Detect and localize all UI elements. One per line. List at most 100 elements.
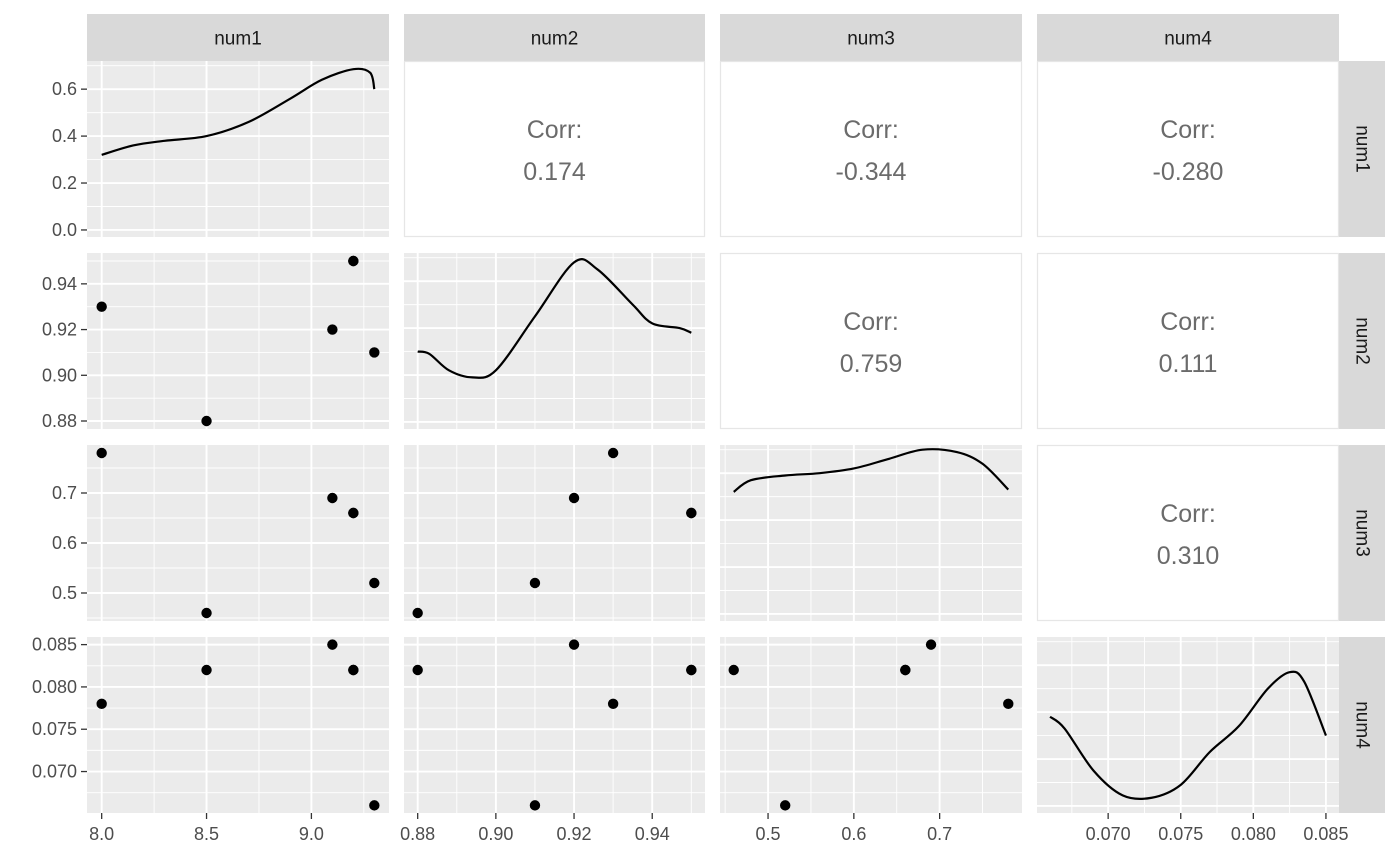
- y-tick-label: 0.6: [52, 533, 77, 553]
- scatter-point: [369, 577, 380, 589]
- strip-right-num1: num1: [1339, 61, 1385, 237]
- density-line-num3: [733, 448, 1010, 493]
- strip-right-label-num4: num4: [1352, 701, 1373, 749]
- panel-bg: [87, 637, 389, 813]
- x-axis-num4: 0.070 0.075 0.080 0.085: [1086, 813, 1348, 844]
- y-tick-label: 0.075: [32, 719, 77, 739]
- panel-num1-num4: Corr: -0.280: [1036, 60, 1340, 238]
- panel-bg: [404, 253, 705, 429]
- strip-top-label-num1: num1: [214, 29, 262, 50]
- corr-value: 0.759: [840, 350, 903, 378]
- panel-bg: [720, 445, 1022, 621]
- strip-top-num2: num2: [404, 14, 705, 61]
- y-tick-label: 0.94: [42, 274, 77, 294]
- y-tick-label: 0.2: [52, 173, 77, 193]
- x-tick-label: 0.92: [557, 824, 592, 844]
- panel-num2-num4: Corr: 0.111: [1036, 252, 1340, 430]
- scatter-point: [925, 639, 937, 650]
- scatter-point: [348, 507, 359, 519]
- y-tick-label: 0.5: [52, 583, 77, 603]
- strip-top-label-num2: num2: [531, 29, 579, 50]
- panel-bg: [404, 445, 705, 621]
- panel-num1-num2: Corr: 0.174: [403, 60, 706, 238]
- y-tick-label: 0.6: [52, 79, 77, 99]
- panel-grid: [87, 637, 389, 813]
- panel-bg: [1037, 637, 1339, 813]
- panel-num4-num1: [87, 637, 389, 813]
- scatter-point: [348, 255, 359, 267]
- x-tick-label: 0.080: [1231, 824, 1276, 844]
- scatter-point: [369, 800, 380, 811]
- y-tick-label: 0.90: [42, 365, 77, 385]
- panel-num2-num3: Corr: 0.759: [719, 252, 1023, 430]
- corr-value: 0.174: [523, 158, 586, 186]
- panel-num3-num2: [404, 445, 705, 621]
- scatter-point: [369, 347, 380, 358]
- y-tick-label: 0.92: [42, 320, 77, 340]
- scatter-point: [412, 664, 423, 676]
- corr-panel-bg: [1036, 252, 1340, 430]
- y-tick-label: 0.070: [32, 762, 77, 782]
- panel-bg: [720, 637, 1022, 813]
- corr-value: 0.310: [1157, 542, 1220, 570]
- scatter-point: [728, 664, 739, 676]
- scatter-point: [686, 664, 697, 676]
- scatter-point: [327, 324, 338, 335]
- density-line-num2: [417, 258, 692, 379]
- corr-value: -0.344: [836, 158, 907, 186]
- strip-right-num2: num2: [1339, 253, 1385, 429]
- strip-right-bg-num3: [1339, 445, 1385, 621]
- density-line-num4: [1049, 670, 1327, 801]
- strip-top-label-num4: num4: [1164, 29, 1212, 50]
- y-axis-num4: 0.070 0.075 0.080 0.085: [32, 635, 87, 782]
- scatter-point: [96, 301, 107, 312]
- corr-value: -0.280: [1153, 158, 1224, 186]
- y-tick-label: 0.080: [32, 677, 77, 697]
- x-tick-label: 0.070: [1086, 824, 1131, 844]
- x-axis-num3: 0.5 0.6 0.7: [756, 813, 952, 844]
- strip-top-label-num3: num3: [847, 29, 895, 50]
- x-tick-label: 8.0: [89, 824, 114, 844]
- strip-top-bg-num1: [87, 14, 389, 61]
- y-tick-label: 0.4: [52, 126, 77, 146]
- corr-value: 0.111: [1159, 350, 1218, 378]
- panel-num1-num1: [87, 61, 389, 237]
- panel-num3-num4: Corr: 0.310: [1036, 444, 1340, 622]
- x-tick-label: 0.88: [400, 824, 435, 844]
- scatter-point: [348, 664, 359, 676]
- x-tick-label: 0.085: [1303, 824, 1348, 844]
- strip-right-num4: num4: [1339, 637, 1385, 813]
- strip-right-num3: num3: [1339, 445, 1385, 621]
- strip-top-bg-num2: [404, 14, 705, 61]
- strip-top-num1: num1: [87, 14, 389, 61]
- x-tick-label: 8.5: [194, 824, 219, 844]
- strip-right-bg-num2: [1339, 253, 1385, 429]
- panel-num2-num2: [404, 253, 705, 429]
- strip-top-num3: num3: [720, 14, 1022, 61]
- panel-num4-num2: [404, 637, 705, 813]
- x-tick-label: 0.7: [927, 824, 952, 844]
- panel-num3-num1: [87, 445, 389, 621]
- x-tick-label: 0.6: [841, 824, 866, 844]
- panel-num2-num1: [87, 253, 389, 429]
- panel-grid: [87, 253, 389, 429]
- strip-right-bg-num1: [1339, 61, 1385, 237]
- scatter-point: [607, 447, 619, 459]
- scatter-point: [607, 698, 619, 710]
- x-tick-label: 0.90: [478, 824, 513, 844]
- scatter-point: [327, 492, 338, 504]
- panel-num4-num3: [720, 637, 1022, 813]
- scatter-point: [780, 800, 791, 811]
- scatter-point: [412, 607, 423, 619]
- scatter-point: [1003, 698, 1014, 710]
- x-tick-label: 0.94: [635, 824, 670, 844]
- corr-label: Corr:: [1160, 500, 1216, 528]
- corr-label: Corr:: [1160, 116, 1216, 144]
- y-axis-num1: 0.0 0.2 0.4 0.6: [52, 79, 87, 240]
- corr-panel-bg: [403, 60, 706, 238]
- corr-label: Corr:: [527, 116, 583, 144]
- scatter-point: [201, 664, 212, 676]
- scatter-point: [686, 507, 697, 519]
- y-tick-label: 0.88: [42, 411, 77, 431]
- panel-grid: [404, 253, 705, 429]
